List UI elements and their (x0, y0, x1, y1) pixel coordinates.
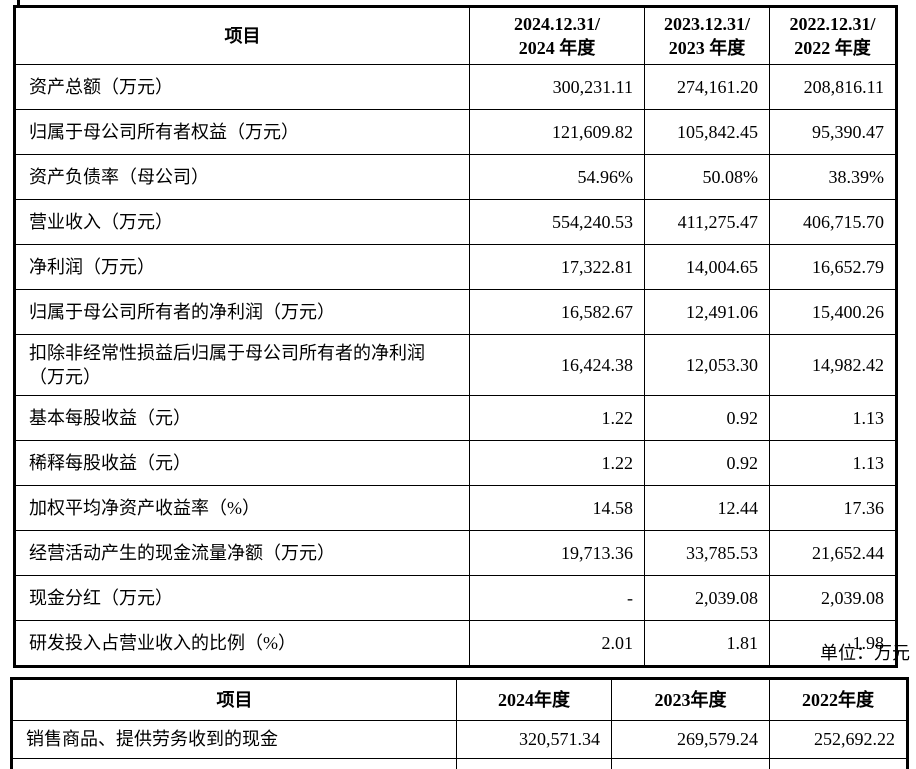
value-cell: 1.22 (469, 440, 645, 486)
table-row: 销售商品、提供劳务收到的现金 320,571.34 269,579.24 252… (11, 720, 908, 759)
table-row: 资产负债率（母公司） 54.96% 50.08% 38.39% (14, 154, 897, 200)
header-line-date: 2023.12.31/ (663, 13, 750, 34)
table-row: 经营活动产生的现金流量净额（万元） 19,713.36 33,785.53 21… (14, 530, 897, 576)
value-cell: 411,275.47 (644, 199, 770, 245)
value-cell: 14,004.65 (644, 244, 770, 290)
value-cell: 17.36 (769, 485, 897, 531)
cash-flow-table: 项目 2024年度 2023年度 2022年度 销售商品、提供劳务收到的现金 3… (10, 677, 909, 769)
value-cell: 12,053.30 (644, 334, 770, 396)
key-financials-table: 项目 2024.12.31/ 2024 年度 2023.12.31/ 2023 … (13, 5, 898, 668)
row-label-cell: 基本每股收益（元） (14, 395, 470, 441)
value-cell: 2.01 (469, 620, 645, 667)
year-column-header-2023: 2023.12.31/ 2023 年度 (644, 6, 770, 65)
header-line-date: 2024.12.31/ (513, 13, 600, 34)
value-cell: 16,652.79 (769, 244, 897, 290)
item-column-header: 项目 (14, 6, 470, 65)
value-cell: 95,390.47 (769, 109, 897, 155)
value-cell: 2,039.08 (644, 575, 770, 621)
value-cell: 0.92 (644, 395, 770, 441)
row-label-cell: 加权平均净资产收益率（%） (14, 485, 470, 531)
table-row-cropped (11, 758, 908, 769)
value-cell: 16,582.67 (469, 289, 645, 335)
table-header-row: 项目 2024年度 2023年度 2022年度 (11, 678, 908, 721)
value-cell: 19,713.36 (469, 530, 645, 576)
item-column-header: 项目 (11, 678, 457, 721)
value-cell: 406,715.70 (769, 199, 897, 245)
value-cell: 15,400.26 (769, 289, 897, 335)
cropped-content-artifact (17, 0, 20, 8)
value-cell: 121,609.82 (469, 109, 645, 155)
value-cell: 300,231.11 (469, 64, 645, 110)
row-label-cell: 净利润（万元） (14, 244, 470, 290)
row-label-cell: 稀释每股收益（元） (14, 440, 470, 486)
year-column-header-2024: 2024年度 (456, 678, 612, 721)
table-row: 加权平均净资产收益率（%） 14.58 12.44 17.36 (14, 485, 897, 531)
value-cell: 21,652.44 (769, 530, 897, 576)
year-column-header-2023: 2023年度 (611, 678, 770, 721)
value-cell: 14,982.42 (769, 334, 897, 396)
value-cell: 208,816.11 (769, 64, 897, 110)
row-label-cell: 归属于母公司所有者的净利润（万元） (14, 289, 470, 335)
value-cell: 17,322.81 (469, 244, 645, 290)
year-column-header-2024: 2024.12.31/ 2024 年度 (469, 6, 645, 65)
table-row: 稀释每股收益（元） 1.22 0.92 1.13 (14, 440, 897, 486)
table-row: 营业收入（万元） 554,240.53 411,275.47 406,715.7… (14, 199, 897, 245)
value-cell: 274,161.20 (644, 64, 770, 110)
value-cell: 16,424.38 (469, 334, 645, 396)
value-cell: 38.39% (769, 154, 897, 200)
table-row: 扣除非经常性损益后归属于母公司所有者的净利润（万元） 16,424.38 12,… (14, 334, 897, 396)
value-cell: 554,240.53 (469, 199, 645, 245)
year-column-header-2022: 2022年度 (769, 678, 908, 721)
table-row: 归属于母公司所有者权益（万元） 121,609.82 105,842.45 95… (14, 109, 897, 155)
unit-note: 单位：万元 (820, 643, 910, 663)
table-row: 归属于母公司所有者的净利润（万元） 16,582.67 12,491.06 15… (14, 289, 897, 335)
year-column-header-2022: 2022.12.31/ 2022 年度 (769, 6, 897, 65)
value-cell: 105,842.45 (644, 109, 770, 155)
value-cell: 1.22 (469, 395, 645, 441)
value-cell: 269,579.24 (611, 720, 770, 759)
value-cell: 1.13 (769, 440, 897, 486)
row-label-cell: 资产负债率（母公司） (14, 154, 470, 200)
value-cell (456, 758, 612, 769)
table-row: 研发投入占营业收入的比例（%） 2.01 1.81 1.98 (14, 620, 897, 667)
row-label-cell: 营业收入（万元） (14, 199, 470, 245)
value-cell: 54.96% (469, 154, 645, 200)
header-line-period: 2022 年度 (794, 38, 871, 58)
row-label-cell: 经营活动产生的现金流量净额（万元） (14, 530, 470, 576)
value-cell: 1.98 (769, 620, 897, 667)
table-row: 基本每股收益（元） 1.22 0.92 1.13 (14, 395, 897, 441)
table-row: 净利润（万元） 17,322.81 14,004.65 16,652.79 (14, 244, 897, 290)
row-label-cell: 现金分红（万元） (14, 575, 470, 621)
header-line-period: 2023 年度 (668, 38, 746, 58)
value-cell: 12.44 (644, 485, 770, 531)
row-label-cell: 研发投入占营业收入的比例（%） (14, 620, 470, 667)
value-cell: 50.08% (644, 154, 770, 200)
table-row: 资产总额（万元） 300,231.11 274,161.20 208,816.1… (14, 64, 897, 110)
value-cell: 14.58 (469, 485, 645, 531)
value-cell: 33,785.53 (644, 530, 770, 576)
value-cell (611, 758, 770, 769)
header-line-date: 2022.12.31/ (789, 13, 876, 34)
value-cell: 2,039.08 (769, 575, 897, 621)
row-label-cell: 资产总额（万元） (14, 64, 470, 110)
table-row: 现金分红（万元） - 2,039.08 2,039.08 (14, 575, 897, 621)
value-cell: 1.13 (769, 395, 897, 441)
header-line-period: 2024 年度 (518, 38, 596, 58)
value-cell: 0.92 (644, 440, 770, 486)
row-label-cell: 归属于母公司所有者权益（万元） (14, 109, 470, 155)
value-cell: 252,692.22 (769, 720, 908, 759)
value-cell: 12,491.06 (644, 289, 770, 335)
value-cell: 320,571.34 (456, 720, 612, 759)
table-header-row: 项目 2024.12.31/ 2024 年度 2023.12.31/ 2023 … (14, 6, 897, 65)
value-cell (769, 758, 908, 769)
row-label-cell: 销售商品、提供劳务收到的现金 (11, 720, 457, 759)
value-cell: 1.81 (644, 620, 770, 667)
value-cell: - (469, 575, 645, 621)
row-label-cell (11, 758, 457, 769)
row-label-cell: 扣除非经常性损益后归属于母公司所有者的净利润（万元） (14, 334, 470, 396)
